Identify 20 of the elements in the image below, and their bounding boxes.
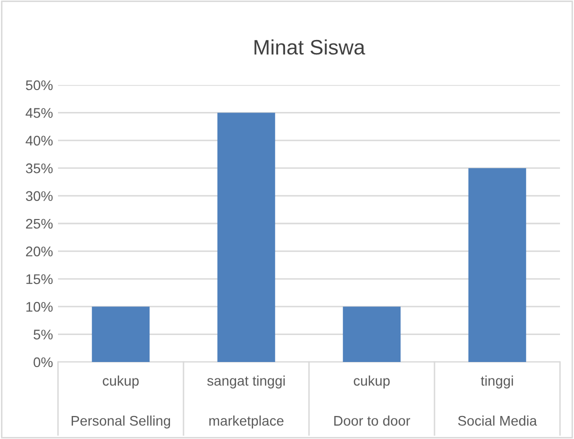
y-tick-label: 40%: [26, 136, 53, 146]
bar: [92, 306, 150, 362]
category-label: cukup Door to door: [334, 376, 410, 426]
bar: [217, 112, 276, 362]
y-tick-label: 0%: [34, 357, 53, 368]
y-tick-label: 20%: [26, 246, 53, 256]
y-tick-label: 5%: [34, 330, 53, 340]
y-tick-label: 30%: [26, 191, 53, 201]
bar: [342, 306, 401, 362]
y-tick-label: 45%: [26, 108, 53, 118]
y-tick-label: 25%: [26, 218, 53, 229]
chart-title: Minat Siswa: [254, 39, 366, 55]
bar: [468, 168, 526, 362]
y-tick-label: 35%: [26, 163, 53, 174]
category-label: sangat tinggi marketplace: [207, 376, 285, 428]
category-label: cukup Personal Selling: [72, 376, 170, 428]
y-tick-label: 10%: [26, 302, 53, 312]
category-label: tinggi Social Media: [458, 376, 538, 426]
y-tick-label: 15%: [26, 274, 53, 284]
y-tick-label: 50%: [26, 80, 53, 90]
